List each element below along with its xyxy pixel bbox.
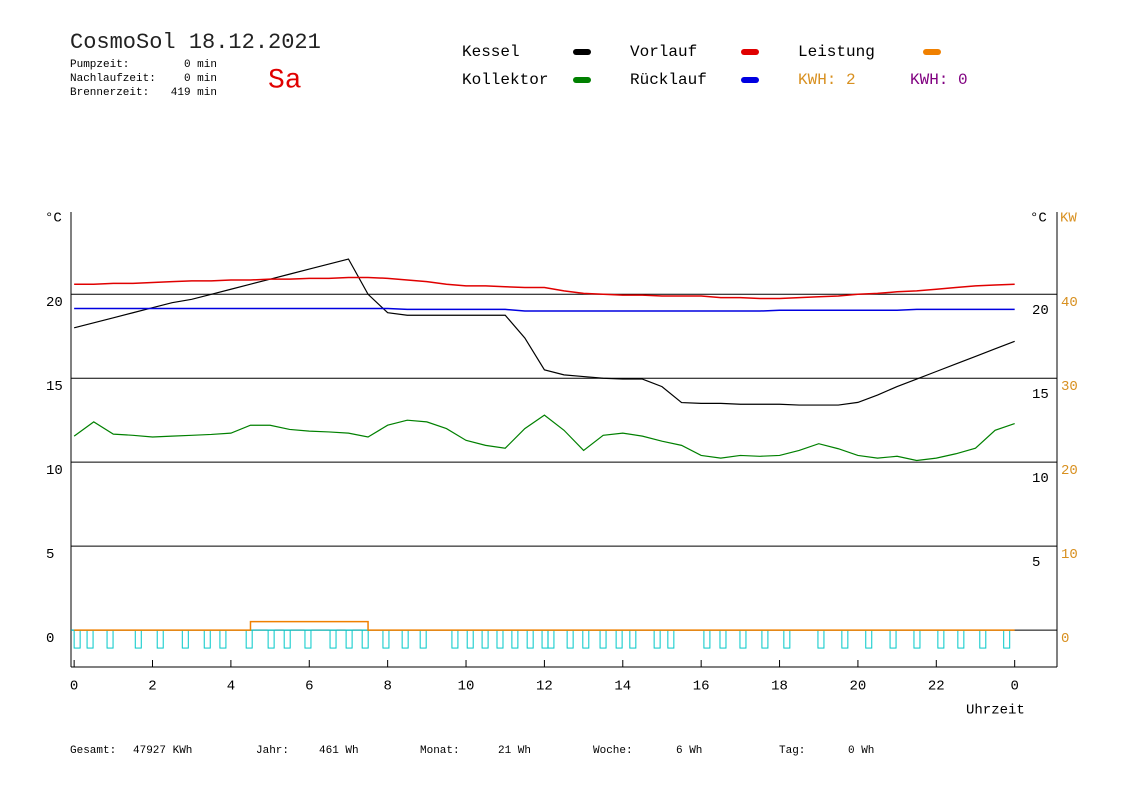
x-tick-label: 12 <box>536 679 553 695</box>
series-line <box>73 414 1015 462</box>
y-tick-label-inner: 15 <box>1032 387 1049 403</box>
y-tick-label: 5 <box>46 547 54 563</box>
y2-axis-label: KW <box>1060 211 1077 227</box>
y-tick-label-inner: 5 <box>1032 555 1040 571</box>
pump-pulse <box>329 629 337 649</box>
total-value: 0 Wh <box>848 745 874 757</box>
y2-tick-label: 40 <box>1061 295 1078 311</box>
y-tick-label-inner: 10 <box>1032 471 1049 487</box>
stat-label: Brennerzeit: <box>70 87 149 99</box>
pump-pulse <box>267 629 275 649</box>
total-label: Gesamt: <box>70 745 116 757</box>
y-tick-label: 0 <box>46 631 54 647</box>
total-label: Tag: <box>779 745 805 757</box>
legend-label: Leistung <box>798 43 875 61</box>
x-tick-label: 0 <box>1010 679 1018 695</box>
stat-label: Nachlaufzeit: <box>70 73 156 85</box>
pump-pulse <box>304 629 312 649</box>
kwh-label: KWH: 2 <box>798 71 856 89</box>
series-line <box>73 258 1015 406</box>
x-tick-label: 14 <box>614 679 631 695</box>
x-tick-label: 18 <box>771 679 788 695</box>
y-tick-label: 15 <box>46 379 63 395</box>
pump-pulse <box>361 629 369 649</box>
x-tick-label: 22 <box>928 679 945 695</box>
total-value: 461 Wh <box>319 745 359 757</box>
legend-label: Rücklauf <box>630 71 707 89</box>
series-line <box>74 620 1015 631</box>
x-tick-label: 4 <box>227 679 235 695</box>
y-axis-label-right: °C <box>1030 211 1047 227</box>
day-label: Sa <box>268 65 302 96</box>
total-value: 21 Wh <box>498 745 531 757</box>
chart-title: CosmoSol 18.12.2021 <box>70 30 321 55</box>
x-tick-label: 16 <box>693 679 710 695</box>
total-value: 47927 KWh <box>133 745 192 757</box>
total-label: Monat: <box>420 745 460 757</box>
legend-label: Kessel <box>462 43 520 61</box>
x-tick-label: 6 <box>305 679 313 695</box>
stat-value: 0 min <box>184 59 217 71</box>
series-line <box>74 276 1015 300</box>
y-tick-label: 20 <box>46 295 63 311</box>
pump-pulse <box>345 629 353 649</box>
series-line <box>74 307 1015 312</box>
x-axis-label: Uhrzeit <box>966 703 1025 719</box>
kwh-label: KWH: 0 <box>910 71 968 89</box>
y2-tick-label: 0 <box>1061 631 1069 647</box>
y2-tick-label: 20 <box>1061 463 1078 479</box>
x-tick-label: 2 <box>148 679 156 695</box>
y-axis-label: °C <box>45 211 62 227</box>
y2-tick-label: 10 <box>1061 547 1078 563</box>
total-label: Jahr: <box>256 745 289 757</box>
y2-tick-label: 30 <box>1061 379 1078 395</box>
x-tick-label: 20 <box>850 679 867 695</box>
y-tick-label: 10 <box>46 463 63 479</box>
stat-label: Pumpzeit: <box>70 59 129 71</box>
legend-label: Kollektor <box>462 71 548 89</box>
stat-value: 0 min <box>184 73 217 85</box>
x-tick-label: 0 <box>70 679 78 695</box>
stat-value: 419 min <box>171 87 217 99</box>
total-label: Woche: <box>593 745 633 757</box>
pump-pulse <box>283 629 291 649</box>
y-tick-label-inner: 20 <box>1032 303 1049 319</box>
x-tick-label: 8 <box>383 679 391 695</box>
legend-label: Vorlauf <box>630 43 697 61</box>
total-value: 6 Wh <box>676 745 702 757</box>
x-tick-label: 10 <box>458 679 475 695</box>
